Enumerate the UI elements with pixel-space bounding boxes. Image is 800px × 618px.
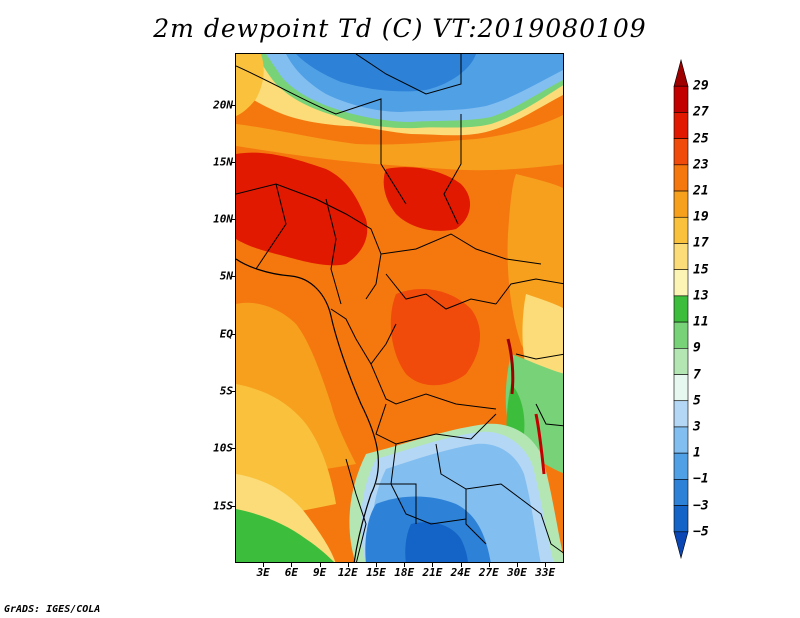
lat-tick [231,448,235,450]
colorbar-label: 17 [693,235,709,251]
lon-tick [460,563,462,567]
colorbar-label: 1 [693,445,701,461]
colorbar-label: 3 [693,419,701,435]
colorbar-swatch [673,269,689,297]
colorbar-swatch [673,243,689,270]
lat-label: 10S [213,441,233,455]
lat-label: EQ [219,327,233,341]
lat-tick [231,219,235,221]
lon-label: 27E [478,566,499,579]
lon-tick [517,563,518,567]
colorbar-label: −5 [693,524,709,540]
colorbar-swatch [673,321,689,349]
lat-label: 10N [213,212,233,226]
colorbar-swatch [673,85,689,113]
lon-tick [263,563,265,567]
colorbar-swatch [673,112,689,139]
lon-tick [291,563,293,567]
dewpoint-map [235,53,564,563]
colorbar-label: 9 [693,340,701,356]
lat-tick [231,104,235,106]
lon-label: 24E [450,566,471,579]
lat-tick [231,391,235,393]
lon-tick [432,563,434,567]
lat-label: 15N [213,155,233,169]
colorbar-swatch [673,505,689,533]
lon-label: 15E [366,566,386,579]
colorbar-swatch [673,348,689,375]
lon-tick [376,563,377,567]
lon-label: 3E [256,566,270,579]
dewpoint-field [236,54,563,562]
colorbar-swatch [673,426,689,454]
colorbar-swatch [673,479,689,506]
lat-label: 5S [219,384,233,398]
lat-tick [231,161,235,163]
colorbar-label: 5 [693,393,701,409]
lat-label: 5N [219,269,233,283]
lon-tick [319,563,321,567]
colorbar-label: 11 [693,314,709,330]
lat-tick [231,333,235,335]
lon-label: 6E [284,566,299,579]
lon-tick [347,563,349,567]
colorbar-swatch [673,216,689,244]
lon-label: 33E [535,566,556,579]
colorbar-label: 25 [693,131,709,147]
grads-credit: GrADS: IGES/COLA [4,604,101,615]
chart-title: 2m dewpoint Td (C) VT:2019080109 [153,14,647,43]
lat-tick [231,276,235,278]
lat-tick [231,505,235,507]
colorbar-label: 29 [693,78,709,94]
colorbar-swatch [673,295,689,323]
colorbar-swatch [673,452,689,480]
lon-tick [404,563,406,567]
lon-label: 12E [337,566,358,579]
colorbar-label: 23 [693,157,709,173]
colorbar-swatch [673,374,689,402]
lon-tick [545,563,547,567]
colorbar-top-arrow [673,58,689,87]
lon-label: 30E [507,566,527,579]
colorbar-label: 27 [693,104,709,120]
colorbar-label: 13 [693,288,709,304]
lon-label: 21E [422,566,443,579]
colorbar-bottom-arrow [673,531,689,560]
colorbar-swatch [673,138,689,166]
colorbar-label: −1 [693,471,709,487]
colorbar-label: 21 [693,183,709,199]
colorbar-label: −3 [693,498,709,514]
lat-label: 15S [213,499,233,513]
colorbar-swatch [673,190,689,218]
colorbar-swatch [673,164,689,192]
lon-tick [488,563,490,567]
lat-label: 20N [213,98,233,112]
lon-label: 18E [394,566,415,579]
colorbar-label: 15 [693,262,709,278]
colorbar-label: 7 [693,367,701,383]
colorbar-swatch [673,400,689,428]
lon-label: 9E [312,566,327,579]
colorbar-label: 19 [693,209,709,225]
